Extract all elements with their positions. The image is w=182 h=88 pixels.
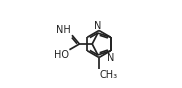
Text: N: N	[106, 53, 114, 63]
Text: N: N	[94, 21, 102, 31]
Text: NH: NH	[56, 25, 71, 35]
Text: HO: HO	[54, 50, 69, 60]
Text: CH₃: CH₃	[100, 70, 118, 80]
